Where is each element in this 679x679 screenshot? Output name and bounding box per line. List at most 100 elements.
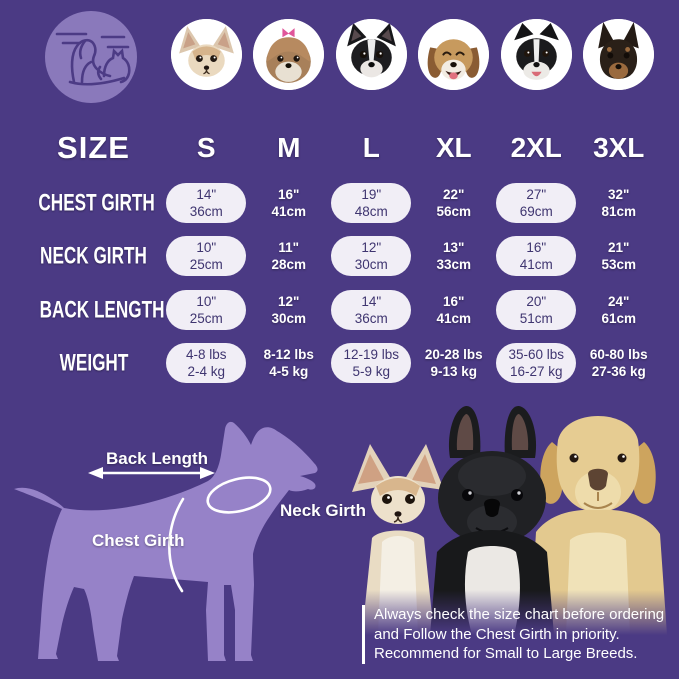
value-pill: 19" 48cm <box>331 182 412 223</box>
table-cell: 60-80 lbs 27-36 kg <box>578 346 661 380</box>
value-inches: 19" <box>361 186 382 202</box>
value-inches: 60-80 lbs <box>589 347 648 363</box>
value-inches: 4-8 lbs <box>185 347 227 363</box>
table-cell: 24" 61cm <box>578 293 661 327</box>
value-metric: 53cm <box>601 257 637 273</box>
value-metric: 36cm <box>354 310 388 326</box>
table-cell: 20" 51cm <box>495 289 578 330</box>
size-col-s: S <box>196 132 216 163</box>
value-metric: 27-36 kg <box>591 364 646 380</box>
size-col-l: L <box>362 132 380 163</box>
value-inches: 14" <box>361 293 382 309</box>
size-header-row: SIZE S M L XL 2XL 3XL <box>0 120 679 176</box>
row-label-text: CHEST GIRTH <box>38 188 155 216</box>
dog-photo-beagle <box>418 19 490 90</box>
value-metric: 4-5 kg <box>269 364 309 380</box>
value-inches: 12" <box>361 240 382 256</box>
table-cell: 21" 53cm <box>578 239 661 273</box>
value-inches: 21" <box>608 240 630 256</box>
note-line-2: and Follow the Chest Girth in priority. <box>374 625 620 643</box>
value-metric: 69cm <box>519 203 553 219</box>
brand-logo <box>44 10 138 104</box>
dog-silhouette-image <box>14 421 318 661</box>
breed-cell-m <box>248 19 331 90</box>
neck-girth-line <box>206 476 272 514</box>
table-row: WEIGHT 4-8 lbs 2-4 kg 8-12 lbs 4-5 kg 12-19 l… <box>0 337 679 391</box>
value-pill: 20" 51cm <box>496 289 577 330</box>
value-inches: 14" <box>196 186 217 202</box>
table-row: NECK GIRTH 10" 25cm 11" 28cm 12" 30cm 13" 33cm 16… <box>0 230 679 284</box>
row-label-text: NECK GIRTH <box>40 242 147 270</box>
back-length-label: Back Length <box>106 449 209 468</box>
dog-photo-chihuahua <box>170 19 242 90</box>
value-metric: 30cm <box>354 257 388 273</box>
value-inches: 13" <box>443 240 465 256</box>
value-plain: 8-12 lbs 4-5 kg <box>248 346 330 380</box>
note-text: Always check the size chart before order… <box>374 605 664 664</box>
chest-girth-line <box>168 497 185 593</box>
value-inches: 22" <box>443 186 465 202</box>
breed-cell-xl <box>413 19 496 90</box>
row-label-text: WEIGHT <box>59 349 128 377</box>
value-plain: 13" 33cm <box>413 239 495 273</box>
value-inches: 32" <box>608 186 630 202</box>
table-row: BACK LENGTH 10" 25cm 12" 30cm 14" 36cm 16" 41cm 2… <box>0 283 679 337</box>
size-col-m: M <box>277 132 301 163</box>
table-cell: 11" 28cm <box>248 239 331 273</box>
value-metric: 28cm <box>271 257 307 273</box>
breed-photos-row <box>165 19 660 90</box>
value-metric: 33cm <box>436 257 472 273</box>
row-label: CHEST GIRTH <box>0 188 165 216</box>
value-pill: 27" 69cm <box>496 182 577 223</box>
table-cell: 32" 81cm <box>578 186 661 220</box>
table-cell: 13" 33cm <box>413 239 496 273</box>
value-metric: 9-13 kg <box>430 364 478 380</box>
table-cell: 10" 25cm <box>165 236 248 277</box>
value-pill: 35-60 lbs 16-27 kg <box>496 343 577 384</box>
value-inches: 16" <box>278 186 300 202</box>
value-metric: 16-27 kg <box>509 364 563 380</box>
value-plain: 32" 81cm <box>578 186 660 220</box>
value-inches: 16" <box>443 293 465 309</box>
size-chart-table: SIZE S M L XL 2XL 3XL CHEST GIRTH 14" 36cm… <box>0 120 679 390</box>
size-col-3xl: 3XL <box>593 132 645 163</box>
table-cell: 19" 48cm <box>330 182 413 223</box>
row-label: NECK GIRTH <box>0 242 165 270</box>
value-inches: 12" <box>278 293 300 309</box>
dogs-photo-group <box>340 400 679 635</box>
value-metric: 61cm <box>601 310 637 326</box>
value-metric: 48cm <box>354 203 388 219</box>
value-inches: 10" <box>196 293 217 309</box>
value-inches: 24" <box>608 293 630 309</box>
value-inches: 20-28 lbs <box>424 347 483 363</box>
value-metric: 51cm <box>519 310 553 326</box>
measurement-diagram: Back Length Neck Girth Chest Girth <box>0 405 366 679</box>
photo-fade-overlay <box>340 590 679 635</box>
neck-girth-label: Neck Girth <box>280 501 366 520</box>
note-line-1: Always check the size chart before order… <box>374 606 665 623</box>
value-metric: 2-4 kg <box>187 364 226 380</box>
dog-cat-logo-icon <box>45 11 137 103</box>
arrow-right-head <box>200 467 215 479</box>
value-plain: 24" 61cm <box>578 293 660 327</box>
value-metric: 30cm <box>271 310 307 326</box>
table-cell: 10" 25cm <box>165 289 248 330</box>
row-label: BACK LENGTH <box>0 296 165 323</box>
value-metric: 41cm <box>271 203 307 219</box>
note-line-3: Recommend for Small to Large Breeds. <box>374 645 638 662</box>
table-cell: 12-19 lbs 5-9 kg <box>330 343 413 384</box>
table-cell: 16" 41cm <box>495 236 578 277</box>
value-inches: 20" <box>526 293 547 309</box>
size-title: SIZE <box>57 130 130 165</box>
size-table-body: CHEST GIRTH 14" 36cm 16" 41cm 19" 48cm 22" 56cm 2… <box>0 176 679 390</box>
dog-photo-boston-terrier <box>335 19 407 90</box>
table-cell: 22" 56cm <box>413 186 496 220</box>
value-metric: 81cm <box>601 203 637 219</box>
value-plain: 20-28 lbs 9-13 kg <box>413 346 495 380</box>
breed-cell-s <box>165 19 248 90</box>
table-cell: 14" 36cm <box>330 289 413 330</box>
table-row: CHEST GIRTH 14" 36cm 16" 41cm 19" 48cm 22" 56cm 2… <box>0 176 679 230</box>
table-cell: 12" 30cm <box>248 293 331 327</box>
value-inches: 8-12 lbs <box>263 347 314 363</box>
chest-girth-label: Chest Girth <box>92 531 185 550</box>
